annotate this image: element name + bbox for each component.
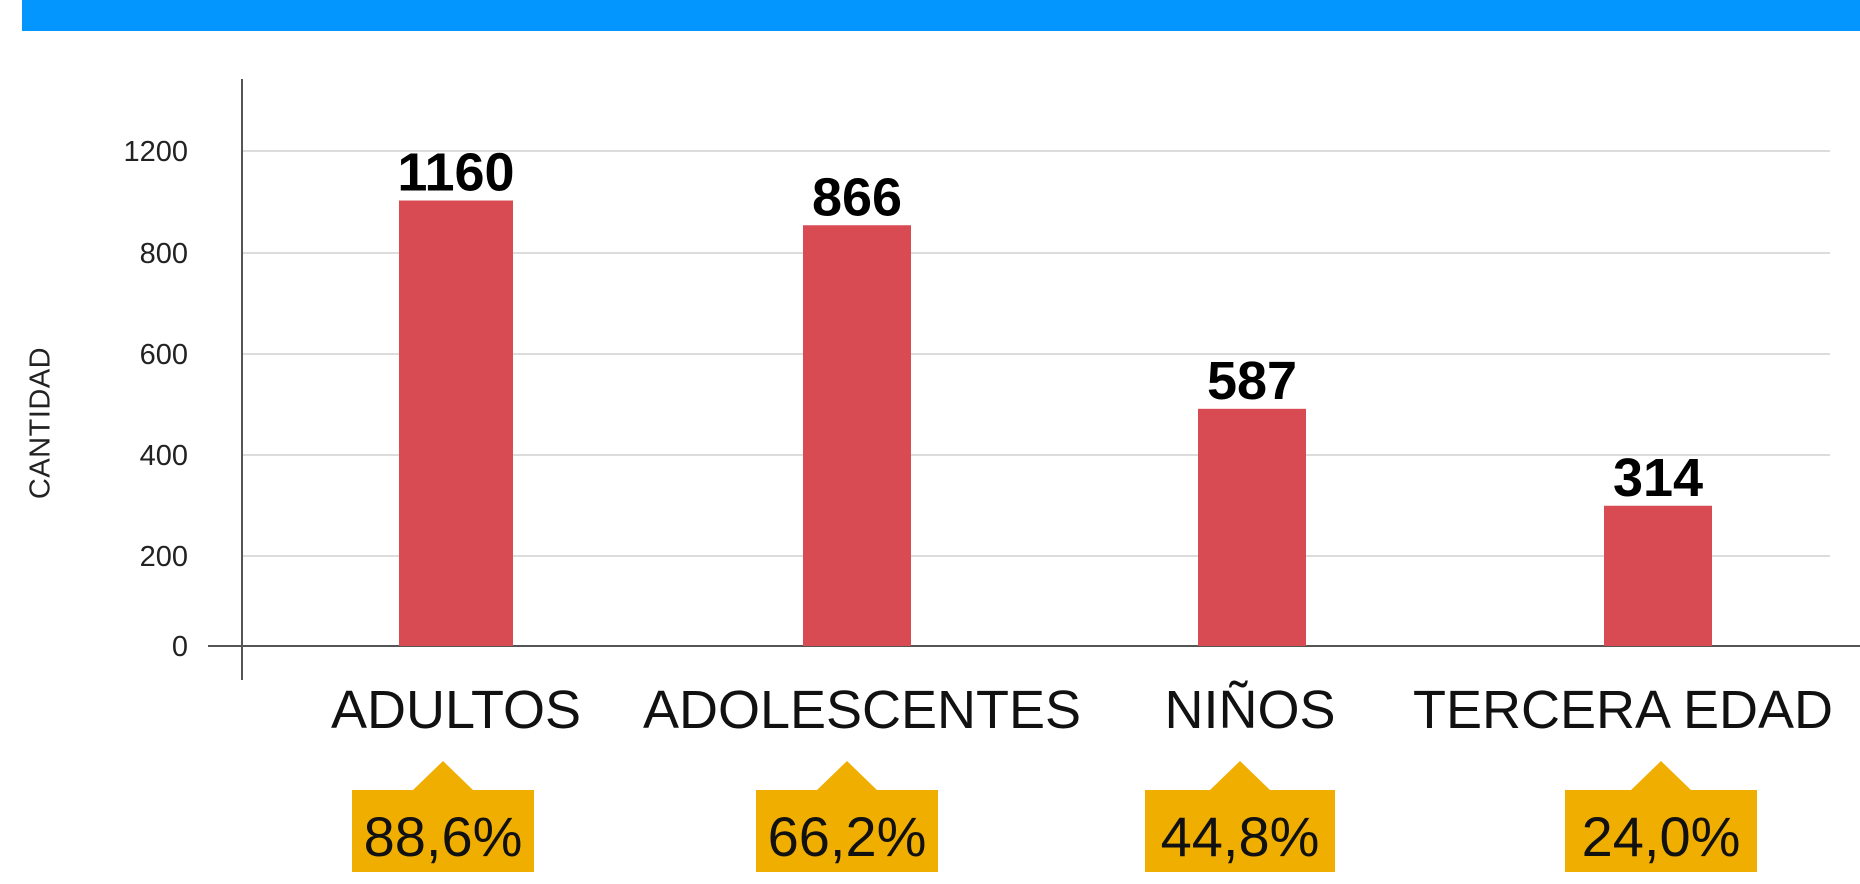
percentage-badge: 44,8% — [1145, 761, 1335, 872]
category-label: ADULTOS — [331, 680, 581, 740]
bar — [803, 225, 911, 646]
y-tick-label: 0 — [172, 631, 188, 663]
y-tick-labels: 0 200 400 600 800 1200 — [123, 136, 188, 663]
header-bar — [22, 0, 1860, 31]
bars — [399, 200, 1712, 646]
y-tick-label: 1200 — [123, 136, 188, 168]
percentage-badge: 88,6% — [352, 761, 534, 872]
bar — [1604, 505, 1712, 646]
y-tick-label: 800 — [140, 238, 188, 270]
percentage-value: 24,0% — [1581, 805, 1741, 868]
y-tick-label: 400 — [140, 440, 188, 472]
category-label: NIÑOS — [1164, 680, 1335, 740]
category-labels: ADULTOS ADOLESCENTES NIÑOS TERCERA EDAD — [331, 680, 1833, 740]
y-tick-label: 200 — [140, 541, 188, 573]
badge-pointer — [412, 761, 474, 791]
badge-pointer — [1209, 761, 1271, 791]
category-label: TERCERA EDAD — [1413, 680, 1833, 740]
y-axis-label: CANTIDAD — [24, 346, 57, 500]
bar-value-label: 1160 — [397, 143, 514, 203]
y-tick-label: 600 — [140, 339, 188, 371]
percentage-badge: 66,2% — [756, 761, 938, 872]
bar-value-label: 866 — [812, 167, 902, 227]
percentage-badge: 24,0% — [1565, 761, 1757, 872]
badge-pointer — [1630, 761, 1692, 791]
percentage-value: 66,2% — [767, 805, 927, 868]
bar — [399, 200, 513, 646]
bar-value-label: 587 — [1207, 351, 1297, 411]
bar — [1198, 408, 1306, 646]
bar-value-label: 314 — [1613, 448, 1703, 508]
percentage-value: 44,8% — [1160, 805, 1320, 868]
category-label: ADOLESCENTES — [643, 680, 1081, 740]
percentage-value: 88,6% — [363, 805, 523, 868]
value-labels: 1160 866 587 314 — [397, 143, 1703, 508]
badge-pointer — [816, 761, 878, 791]
